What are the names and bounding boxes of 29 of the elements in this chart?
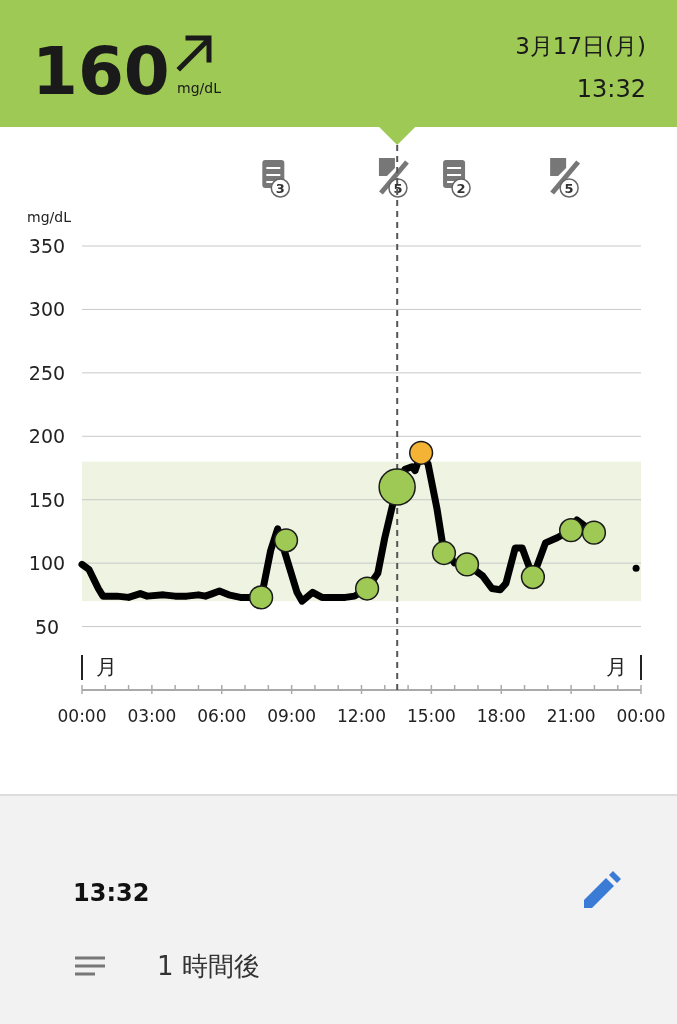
y-tick-label: 300 — [28, 298, 66, 321]
y-tick-label: 200 — [28, 425, 66, 448]
text: 13:32 — [576, 75, 646, 103]
text: 1 時間後 — [157, 951, 260, 981]
x-tick-label: 15:00 — [406, 706, 456, 726]
annotation: 月 — [96, 655, 117, 679]
chart-subtitle: 3月17日(月) — [515, 33, 646, 59]
y-tick-label: 50 — [34, 615, 60, 638]
y-tick-label: 100 — [28, 552, 66, 575]
text: 2 — [456, 181, 466, 196]
y-tick-label: 350 — [28, 235, 66, 257]
x-tick-label: 06:00 — [197, 706, 247, 726]
x-tick-label: 00:00 — [57, 706, 107, 726]
y-tick-label: 150 — [28, 488, 66, 511]
text: 5 — [393, 181, 403, 196]
x-tick-label: 09:00 — [267, 706, 317, 726]
x-tick-label: 18:00 — [476, 706, 526, 726]
x-tick-label: 12:00 — [337, 706, 386, 726]
x-tick-label: 00:00 — [616, 706, 666, 726]
text: 13:32 — [73, 879, 150, 907]
chart-title: 160 — [32, 33, 170, 110]
text: 5 — [564, 181, 574, 196]
x-tick-label: 21:00 — [546, 706, 596, 726]
x-tick-label: 03:00 — [127, 706, 177, 726]
text: 3 — [275, 181, 285, 196]
y-axis-title: mg/dL — [27, 209, 72, 225]
annotation: 月 — [606, 655, 627, 679]
text: mg/dL — [177, 80, 222, 96]
y-tick-label: 250 — [28, 361, 66, 384]
